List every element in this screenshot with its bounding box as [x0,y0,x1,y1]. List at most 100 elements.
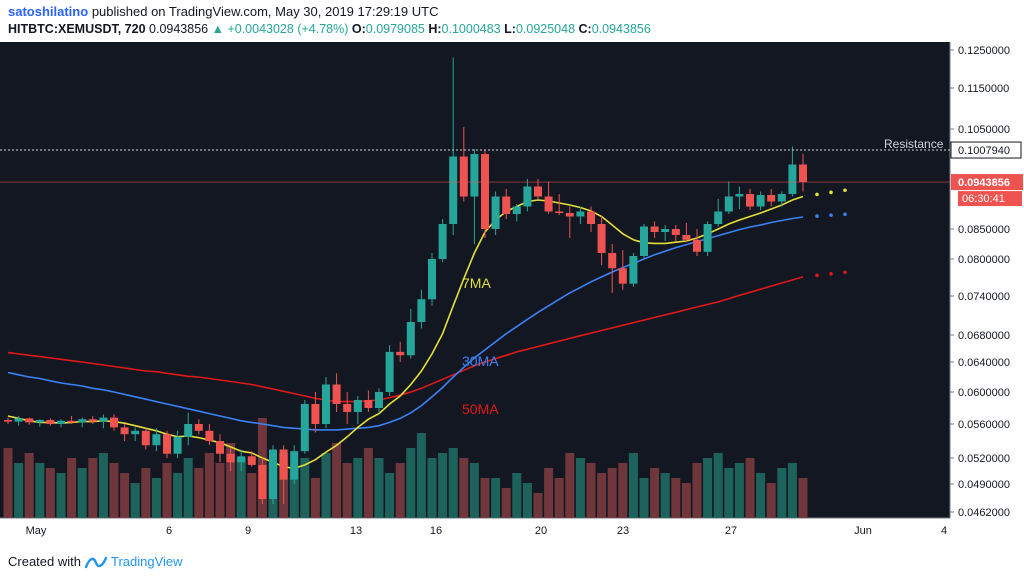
tradingview-brand-link[interactable]: TradingView [110,554,183,569]
volume-bar [713,453,723,518]
footer: Created with TradingView [8,554,183,569]
close-label: C: [578,22,592,36]
candle-body [799,164,807,183]
candle-body [767,195,776,202]
candle-body [269,449,277,499]
candle-body [777,194,786,202]
price-tick-label: 0.1250000 [958,45,1010,57]
candle-body [703,224,712,252]
price-axis-background [950,42,1024,546]
volume-bar [35,463,45,518]
candle-body [618,268,627,284]
price-tick-label: 0.0520000 [958,453,1010,465]
candle-body [565,213,574,217]
price-tick-label: 0.0490000 [958,479,1010,491]
volume-bar [226,443,236,518]
volume-bar [777,468,787,518]
candle-body [629,256,638,284]
volume-bar [374,458,384,518]
volume-bar [321,453,331,518]
volume-bar [660,473,670,518]
volume-bar [183,458,193,518]
volume-bar [395,463,405,518]
volume-bar [438,453,448,518]
candle-body [650,226,659,232]
candle-body [587,211,595,224]
candle-body [279,449,288,480]
volume-bar [120,473,130,518]
volume-bar [88,458,98,518]
high-value: 0.1000483 [441,22,501,36]
volume-bar [522,483,532,518]
candle-body [88,419,97,422]
volume-bar [448,448,458,518]
author-link[interactable]: satoshilatino [8,4,89,19]
candle-body [173,436,182,454]
volume-bar [607,468,617,518]
time-tick-label: 16 [430,525,442,537]
ma30-line-projection-dot [829,213,833,217]
volume-bar [109,463,119,518]
volume-bar [310,478,320,518]
candle-body [4,420,12,422]
time-tick-label: 20 [535,525,547,537]
volume-bar [300,458,310,518]
time-tick-label: 23 [617,525,629,537]
candle-body [512,206,521,214]
open-value: 0.0979085 [365,22,425,36]
candle-body [470,154,479,197]
price-tick-label: 0.0600000 [958,387,1010,399]
candle-body [724,196,733,212]
candle-body [714,211,723,224]
candle-body [311,404,320,424]
candle-body [322,384,330,424]
open-label: O: [351,22,366,36]
candle-body [57,420,65,424]
price-tick-label: 0.0740000 [958,291,1010,303]
candle-body [682,235,691,240]
time-tick-label: 9 [245,525,251,537]
volume-bar [151,478,161,518]
volume-bar [77,468,87,518]
annotation-7ma: 7MA [462,275,491,291]
volume-bar [130,483,140,518]
volume-bar [24,453,34,518]
ma50-line-projection-dot [843,270,847,275]
candle-body [353,400,362,412]
candle-body [608,253,617,269]
volume-bar [703,458,713,518]
candle-body [735,194,744,197]
ma7-line-projection-dot [829,190,833,195]
time-axis-background [0,518,950,546]
candle-body [110,417,118,428]
volume-bar [597,473,607,518]
volume-bar [353,458,363,518]
volume-bar [756,473,766,518]
candle-body [428,259,436,300]
countdown-badge [958,191,1022,207]
resistance-price-label: 0.1007940 [958,145,1010,157]
price-tick-label: 0.1150000 [958,83,1009,95]
volume-bar [14,463,24,518]
candle-body [163,434,171,454]
candle-body [788,164,797,194]
candle-body [205,430,214,441]
volume-bar [533,493,543,518]
volume-bar [501,488,511,518]
ma7-line-projection-dot [815,192,819,197]
candle-body [640,226,648,256]
ma7-line [7,195,804,470]
candle-body [194,424,203,431]
candle-body [226,453,235,463]
volume-bar [45,468,55,518]
price-tick-label: 0.0560000 [958,419,1010,431]
volume-bar [512,473,522,518]
price-chart[interactable]: 0.1250000 0.1150000 0.1050000 0.0850000 0.08… [0,40,1024,548]
volume-bar [628,453,638,518]
volume-bar [565,453,575,518]
volume-bar [342,463,352,518]
time-tick-label: Jun [854,525,872,537]
volume-bar [724,468,734,518]
annotation-50ma: 50MA [462,401,499,417]
candle-body [534,186,542,197]
